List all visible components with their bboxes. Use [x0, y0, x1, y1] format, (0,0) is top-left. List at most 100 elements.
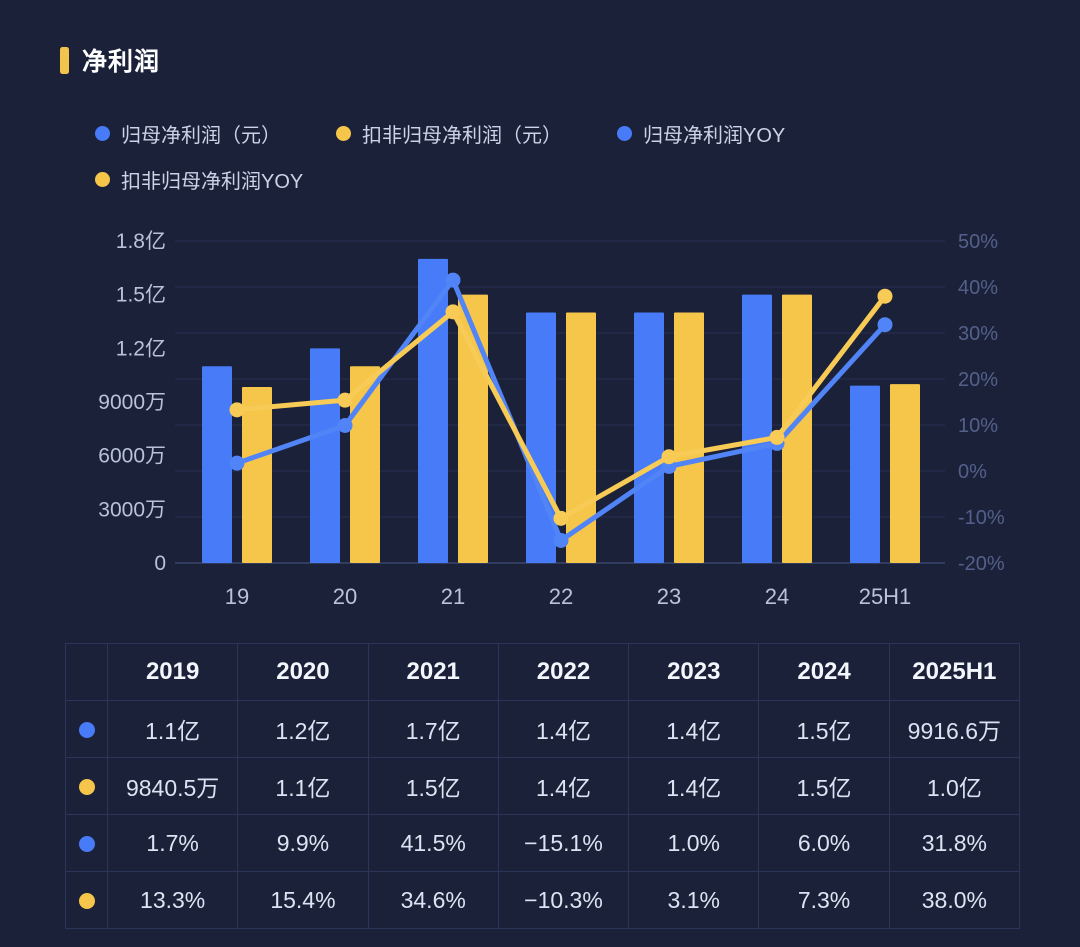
- year-header: 2024: [758, 643, 890, 701]
- year-header: 2025H1: [888, 643, 1021, 701]
- table-cell: 41.5%: [367, 814, 499, 872]
- right-axis-tick: 0%: [958, 461, 987, 483]
- point-deducted-net-profit-yoy-25H1: [877, 288, 893, 304]
- legend-label: 归母净利润YOY: [643, 125, 786, 147]
- legend-dot-icon: [95, 126, 110, 141]
- year-header: 2021: [367, 643, 499, 701]
- table-cell: 1.4亿: [497, 757, 630, 815]
- table-row-deducted-net-profit-yoy: 13.3% 15.4% 34.6% −10.3% 3.1% 7.3% 38.0%: [65, 871, 1021, 929]
- point-net-profit-yoy-22: [553, 532, 569, 548]
- yellow-series-dot-icon: [78, 893, 95, 910]
- legend-dot-icon: [617, 126, 632, 141]
- blue-series-dot-icon: [78, 722, 95, 739]
- left-axis-tick: 3000万: [98, 498, 166, 521]
- point-net-profit-yoy-25H1: [877, 317, 893, 333]
- bar-net-profit-19: [202, 366, 232, 563]
- year-header: 2019: [106, 643, 239, 701]
- table-cell: 1.5亿: [758, 700, 890, 758]
- x-axis-label: 23: [657, 584, 681, 609]
- profit-combo-chart: 50% 40% 30% 20% 10% 0% -10% -20% 1.8亿 1.5亿 1.2亿 900…: [98, 230, 1005, 609]
- table-cell: 1.7%: [106, 814, 239, 872]
- x-axis-label: 24: [765, 584, 789, 609]
- table-cell: −15.1%: [497, 814, 630, 872]
- table-cell: 1.4亿: [628, 700, 760, 758]
- title-accent-bar-icon: [60, 46, 69, 74]
- table-header-row: 2019 2020 2021 2022 2023 2024 2025H1: [65, 643, 1021, 701]
- point-net-profit-yoy-20: [337, 417, 353, 433]
- right-axis-tick: -20%: [958, 553, 1005, 575]
- point-deducted-net-profit-yoy-22: [553, 510, 569, 526]
- bar-net-profit-23: [634, 312, 664, 563]
- left-axis-tick: 1.2亿: [116, 337, 166, 360]
- right-axis-tick: 20%: [958, 369, 998, 391]
- legend: 归母净利润（元） 扣非归母净利润（元） 归母净利润YOY 扣非归母净利润YOY: [95, 119, 785, 194]
- table-cell: 9840.5万: [106, 757, 239, 815]
- point-net-profit-yoy-21: [445, 272, 461, 288]
- left-axis-tick: 9000万: [98, 391, 166, 414]
- legend-label: 扣非归母净利润YOY: [121, 171, 304, 193]
- table-cell: 1.1亿: [237, 757, 369, 815]
- corner-cell: [65, 643, 108, 701]
- right-axis-tick: 30%: [958, 323, 998, 345]
- table-cell: 1.2亿: [237, 700, 369, 758]
- legend-dot-icon: [336, 126, 351, 141]
- legend-item-deducted-net-profit[interactable]: 扣非归母净利润（元）: [336, 119, 562, 148]
- bar-deducted-net-profit-19: [242, 386, 272, 563]
- legend-row-1: 归母净利润（元） 扣非归母净利润（元） 归母净利润YOY: [95, 119, 785, 148]
- point-deducted-net-profit-yoy-23: [661, 449, 677, 465]
- left-axis-tick: 1.8亿: [116, 230, 166, 253]
- table-cell: 1.0亿: [888, 757, 1021, 815]
- right-axis-tick: 40%: [958, 277, 998, 299]
- table-cell: 38.0%: [888, 871, 1021, 929]
- right-axis-tick: 50%: [958, 231, 998, 253]
- series-dot-cell: [65, 757, 108, 815]
- legend-item-net-profit-yoy[interactable]: 归母净利润YOY: [617, 119, 785, 148]
- table-cell: 31.8%: [888, 814, 1021, 872]
- bar-deducted-net-profit-20: [350, 366, 380, 563]
- point-deducted-net-profit-yoy-21: [445, 304, 461, 320]
- x-axis-label: 19: [225, 584, 249, 609]
- table-cell: 1.5亿: [758, 757, 890, 815]
- left-axis-tick: 1.5亿: [116, 284, 166, 307]
- table-cell: 6.0%: [758, 814, 890, 872]
- x-axis-label: 20: [333, 584, 357, 609]
- x-axis-label: 25H1: [859, 584, 912, 609]
- bar-net-profit-22: [526, 312, 556, 563]
- series-dot-cell: [65, 814, 108, 872]
- point-net-profit-yoy-19: [229, 455, 245, 471]
- bar-net-profit-20: [310, 348, 340, 563]
- legend-item-deducted-net-profit-yoy[interactable]: 扣非归母净利润YOY: [95, 165, 303, 194]
- blue-series-dot-icon: [78, 836, 95, 853]
- year-header: 2023: [628, 643, 760, 701]
- legend-label: 扣非归母净利润（元）: [362, 125, 562, 147]
- point-deducted-net-profit-yoy-24: [769, 429, 785, 445]
- legend-label: 归母净利润（元）: [121, 125, 281, 147]
- legend-item-net-profit[interactable]: 归母净利润（元）: [95, 119, 281, 148]
- series-dot-cell: [65, 700, 108, 758]
- table-cell: 1.4亿: [628, 757, 760, 815]
- table-cell: 13.3%: [106, 871, 239, 929]
- table-cell: 34.6%: [367, 871, 499, 929]
- year-header: 2020: [237, 643, 369, 701]
- table-cell: 1.1亿: [106, 700, 239, 758]
- bar-net-profit-25H1: [850, 385, 880, 563]
- bar-net-profit-24: [742, 294, 772, 563]
- table-cell: 9.9%: [237, 814, 369, 872]
- left-axis-tick: 0: [154, 552, 166, 575]
- legend-row-2: 扣非归母净利润YOY: [95, 165, 785, 194]
- right-axis-tick: 10%: [958, 415, 998, 437]
- bar-deducted-net-profit-23: [674, 312, 704, 563]
- profit-table: 2019 2020 2021 2022 2023 2024 2025H1 1.1…: [65, 643, 1021, 929]
- point-deducted-net-profit-yoy-20: [337, 392, 353, 408]
- bar-deducted-net-profit-24: [782, 294, 812, 563]
- page-title: 净利润: [82, 48, 161, 76]
- table-cell: 1.7亿: [367, 700, 499, 758]
- table-cell: 7.3%: [758, 871, 890, 929]
- right-axis-tick: -10%: [958, 507, 1005, 529]
- table-cell: −10.3%: [497, 871, 630, 929]
- table-row-net-profit-yoy: 1.7% 9.9% 41.5% −15.1% 1.0% 6.0% 31.8%: [65, 814, 1021, 872]
- x-axis-label: 22: [549, 584, 573, 609]
- table-cell: 1.5亿: [367, 757, 499, 815]
- table-cell: 1.0%: [628, 814, 760, 872]
